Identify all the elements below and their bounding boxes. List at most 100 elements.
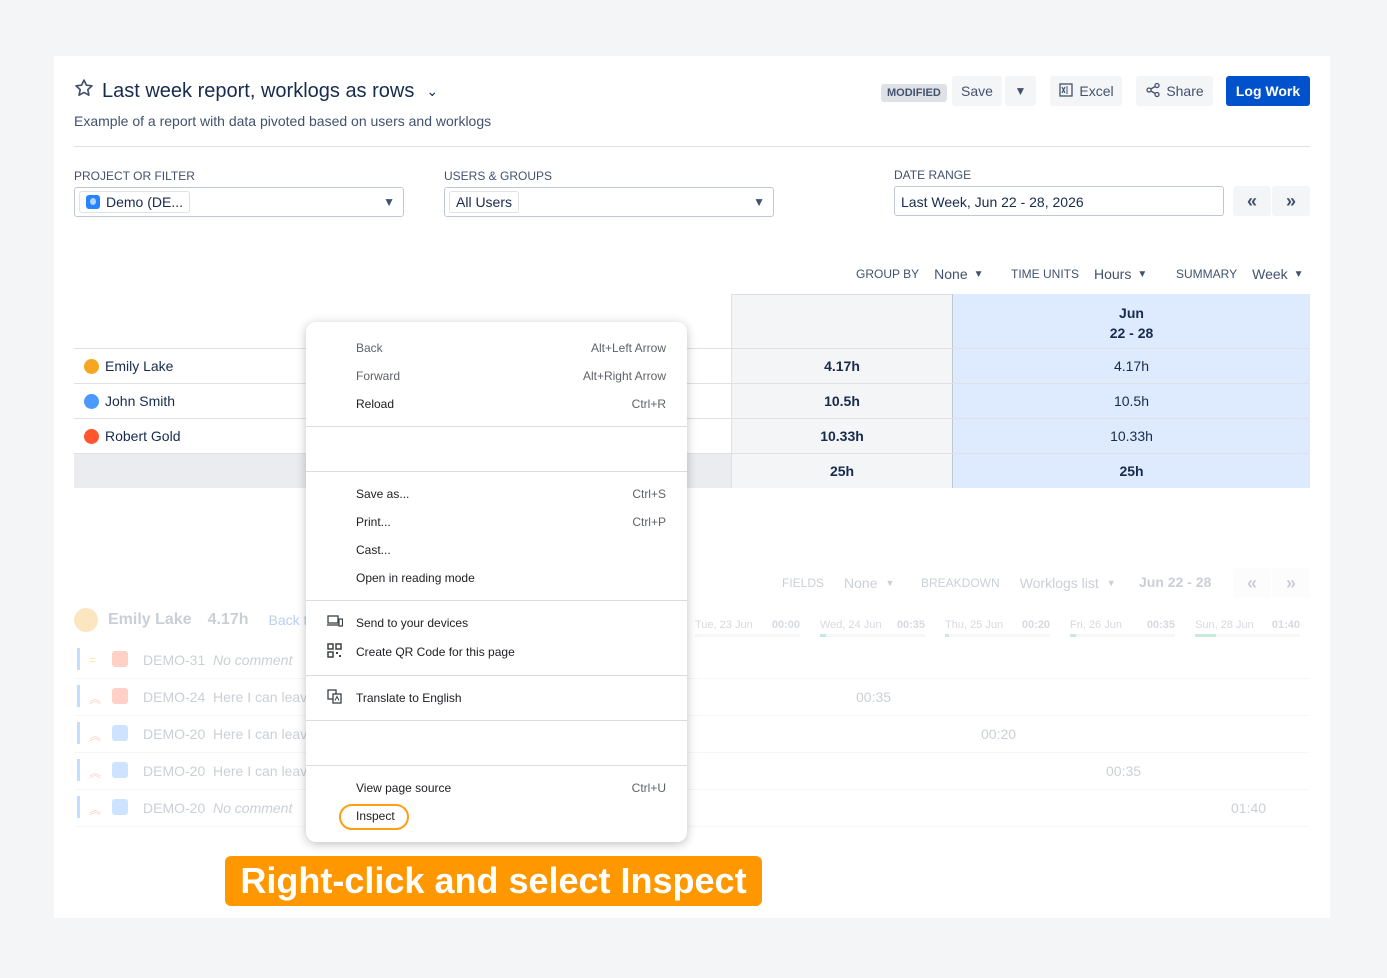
chevron-down-icon: ▼ <box>753 195 765 209</box>
browser-context-menu: Back Alt+Left Arrow Forward Alt+Right Ar… <box>306 322 687 842</box>
user-week-cell[interactable]: 10.33h <box>952 419 1310 453</box>
excel-export-button[interactable]: Excel <box>1050 76 1122 106</box>
menu-item-save-as[interactable]: Save as... Ctrl+S <box>306 484 687 504</box>
report-subtitle: Example of a report with data pivoted ba… <box>74 113 492 129</box>
group-by-control[interactable]: GROUP BY None ▼ <box>856 266 984 282</box>
chevron-down-icon[interactable]: ⌄ <box>426 82 439 99</box>
previous-period-button[interactable]: « <box>1233 568 1271 598</box>
menu-item-shortcut: Alt+Left Arrow <box>590 341 666 355</box>
worklog-time: 01:40 <box>1231 800 1267 816</box>
project-chip[interactable]: Demo (DE... <box>79 191 191 213</box>
date-range-input[interactable]: Last Week, Jun 22 - 28, 2026 <box>894 186 1224 216</box>
menu-item-qr-code[interactable]: Create QR Code for this page <box>306 642 687 662</box>
menu-item-shortcut: Alt+Right Arrow <box>582 369 666 383</box>
day-label: Wed, 24 Jun <box>820 619 882 631</box>
table-row[interactable]: Robert Gold 10.33h 10.33h <box>74 418 1310 453</box>
date-range-label: DATE RANGE <box>894 168 972 182</box>
worklog-comment: Here I can leave <box>213 763 315 779</box>
group-by-value[interactable]: None <box>934 266 968 282</box>
menu-item-label: Print... <box>356 515 391 529</box>
details-user-name: Emily Lake <box>108 611 192 628</box>
menu-item-send-to-devices[interactable]: Send to your devices <box>306 613 687 633</box>
menu-item-label: Translate to English <box>356 691 462 705</box>
worklog-time: 00:20 <box>981 726 1017 742</box>
summary-control[interactable]: SUMMARY Week ▼ <box>1176 266 1304 282</box>
next-period-button[interactable]: » <box>1272 568 1310 598</box>
day-progress-track <box>695 634 800 637</box>
issue-key[interactable]: DEMO-20 <box>143 800 206 816</box>
worklog-comment: No comment <box>213 652 293 668</box>
table-row[interactable]: Emily Lake 4.17h 4.17h <box>74 348 1310 383</box>
task-icon <box>112 799 128 815</box>
day-label: Sun, 28 Jun <box>1195 619 1254 631</box>
avatar <box>84 428 99 444</box>
previous-period-button[interactable]: « <box>1233 186 1271 216</box>
user-name-cell[interactable]: John Smith <box>84 393 175 409</box>
menu-item-reload[interactable]: Reload Ctrl+R <box>306 394 687 414</box>
project-filter-select[interactable]: Demo (DE... ▼ <box>74 187 404 217</box>
summary-value[interactable]: Week <box>1252 266 1288 282</box>
back-to-link[interactable]: Back to <box>268 612 316 628</box>
users-chip[interactable]: All Users <box>449 191 520 213</box>
user-week-cell[interactable]: 10.5h <box>952 384 1310 418</box>
log-work-button[interactable]: Log Work <box>1226 76 1310 106</box>
time-units-value[interactable]: Hours <box>1094 266 1132 282</box>
day-progress-track <box>820 634 925 637</box>
users-groups-select[interactable]: All Users ▼ <box>444 187 774 217</box>
report-title[interactable]: Last week report, worklogs as rows ⌄ <box>74 78 438 104</box>
worklog-row[interactable]: ︽ DEMO-24 Here I can leave 00:35 <box>74 679 1310 716</box>
avatar <box>84 393 99 409</box>
breakdown-control[interactable]: BREAKDOWN Worklogs list ▼ <box>921 575 1116 591</box>
details-user-header: Emily Lake 4.17h Back to <box>74 608 315 632</box>
worklog-row[interactable]: = DEMO-31 No comment <box>74 642 1310 679</box>
save-button[interactable]: Save <box>952 76 1002 106</box>
menu-item-cast[interactable]: Cast... <box>306 540 687 560</box>
worklog-row[interactable]: ︽ DEMO-20 No comment 01:40 <box>74 790 1310 827</box>
menu-item-label: Forward <box>356 369 401 383</box>
worklog-row[interactable]: ︽ DEMO-20 Here I can leave 00:20 <box>74 716 1310 753</box>
issue-key[interactable]: DEMO-20 <box>143 726 206 742</box>
instruction-banner: Right-click and select Inspect <box>225 856 762 906</box>
issue-key[interactable]: DEMO-20 <box>143 763 206 779</box>
worklog-time: 00:35 <box>1106 763 1142 779</box>
report-title-text: Last week report, worklogs as rows <box>102 79 415 102</box>
menu-item-translate[interactable]: Translate to English <box>306 688 687 708</box>
day-summary: Sun, 28 Jun 01:40 <box>1195 619 1305 637</box>
menu-item-label: Cast... <box>356 543 391 557</box>
day-summary: Tue, 23 Jun 00:00 <box>695 619 805 637</box>
user-name: Robert Gold <box>105 428 181 444</box>
translate-icon <box>327 689 342 707</box>
worklog-comment: No comment <box>213 800 293 816</box>
time-units-control[interactable]: TIME UNITS Hours ▼ <box>1011 266 1147 282</box>
fields-value[interactable]: None <box>844 575 878 591</box>
user-name-cell[interactable]: Emily Lake <box>84 358 173 374</box>
save-options-button[interactable]: ▼ <box>1005 76 1036 106</box>
menu-item-back[interactable]: Back Alt+Left Arrow <box>306 338 687 358</box>
breakdown-value[interactable]: Worklogs list <box>1019 575 1099 591</box>
menu-item-inspect[interactable]: Inspect <box>306 806 687 826</box>
row-indicator <box>77 722 80 744</box>
worklog-row[interactable]: ︽ DEMO-20 Here I can leave 00:35 <box>74 753 1310 790</box>
issue-key[interactable]: DEMO-31 <box>143 652 206 668</box>
day-time: 01:40 <box>1271 619 1300 631</box>
task-icon <box>112 762 128 778</box>
menu-item-shortcut: Ctrl+S <box>632 487 666 501</box>
menu-separator <box>306 765 687 766</box>
next-period-button[interactable]: » <box>1272 186 1310 216</box>
star-icon[interactable] <box>74 78 94 104</box>
user-name: Emily Lake <box>105 358 174 374</box>
day-label: Fri, 26 Jun <box>1070 619 1122 631</box>
menu-item-forward[interactable]: Forward Alt+Right Arrow <box>306 366 687 386</box>
share-icon <box>1145 82 1161 101</box>
fields-control[interactable]: FIELDS None ▼ <box>782 575 894 591</box>
row-indicator <box>77 796 80 818</box>
bug-icon <box>112 688 128 704</box>
user-name-cell[interactable]: Robert Gold <box>84 428 180 444</box>
menu-item-view-source[interactable]: View page source Ctrl+U <box>306 778 687 798</box>
menu-item-print[interactable]: Print... Ctrl+P <box>306 512 687 532</box>
issue-key[interactable]: DEMO-24 <box>143 689 206 705</box>
user-week-cell[interactable]: 4.17h <box>952 349 1310 383</box>
table-row[interactable]: John Smith 10.5h 10.5h <box>74 383 1310 418</box>
share-button[interactable]: Share <box>1136 76 1213 106</box>
menu-item-reading-mode[interactable]: Open in reading mode <box>306 568 687 588</box>
